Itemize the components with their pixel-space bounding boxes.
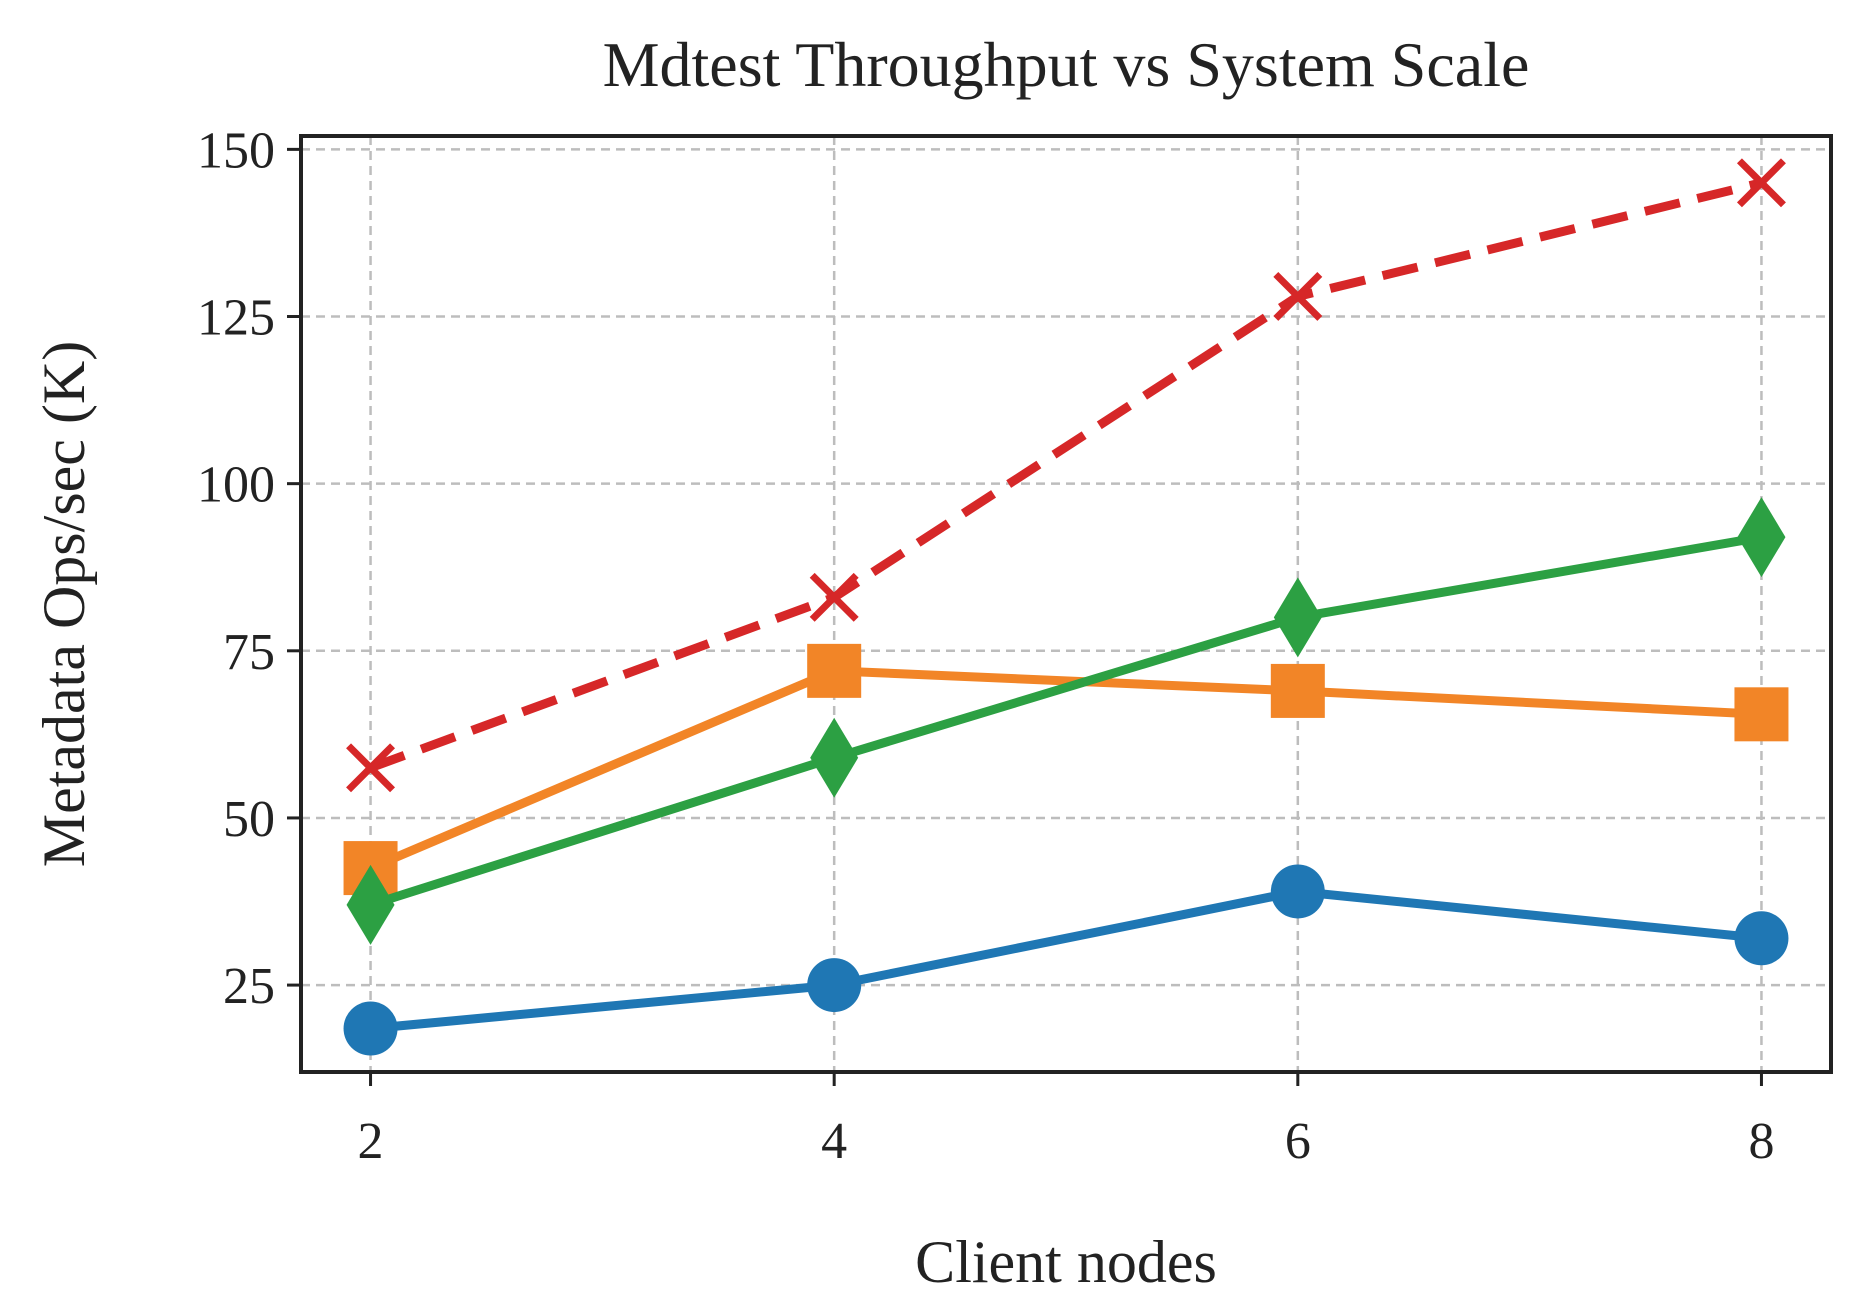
data-point [1734, 911, 1789, 966]
series-4 [346, 158, 1786, 793]
data-point [346, 743, 396, 793]
y-tick-label: 75 [223, 624, 275, 681]
y-axis-label: Metadata Ops/sec (K) [31, 341, 97, 867]
axis-ticks: 2 4 6 8 25 50 75 100 125 150 [197, 122, 1774, 1170]
series-line [368, 178, 1763, 773]
data-point [346, 864, 395, 945]
series-2 [343, 643, 1789, 896]
series-line [370, 886, 1762, 1034]
data-point [1736, 158, 1786, 208]
plot-frame [299, 134, 1833, 1074]
series-line [369, 532, 1763, 910]
x-tick-label: 6 [1285, 1113, 1311, 1170]
x-tick-label: 2 [358, 1113, 384, 1170]
data-point [810, 717, 859, 798]
data-point [807, 958, 862, 1013]
data-point [343, 1001, 398, 1056]
chart-title: Mdtest Throughput vs System Scale [603, 29, 1530, 100]
data-point [807, 643, 862, 698]
y-tick-label: 25 [223, 958, 275, 1015]
data-point [809, 572, 859, 622]
x-tick-label: 8 [1748, 1113, 1774, 1170]
data-point [1734, 687, 1789, 742]
data-point [1270, 663, 1325, 718]
data-point [1737, 497, 1786, 578]
x-axis-label: Client nodes [915, 1229, 1217, 1295]
series-line [368, 666, 1762, 873]
series-1 [343, 864, 1789, 1056]
data-point [1270, 864, 1325, 919]
y-tick-label: 100 [197, 457, 275, 514]
y-tick-label: 50 [223, 791, 275, 848]
grid [301, 136, 1831, 1072]
x-tick-label: 4 [821, 1113, 847, 1170]
y-tick-label: 125 [197, 290, 275, 347]
data-point [1273, 577, 1322, 658]
data-point [1273, 271, 1323, 321]
series-3 [346, 497, 1786, 945]
series-layer [343, 158, 1789, 1056]
y-tick-label: 150 [197, 122, 275, 179]
